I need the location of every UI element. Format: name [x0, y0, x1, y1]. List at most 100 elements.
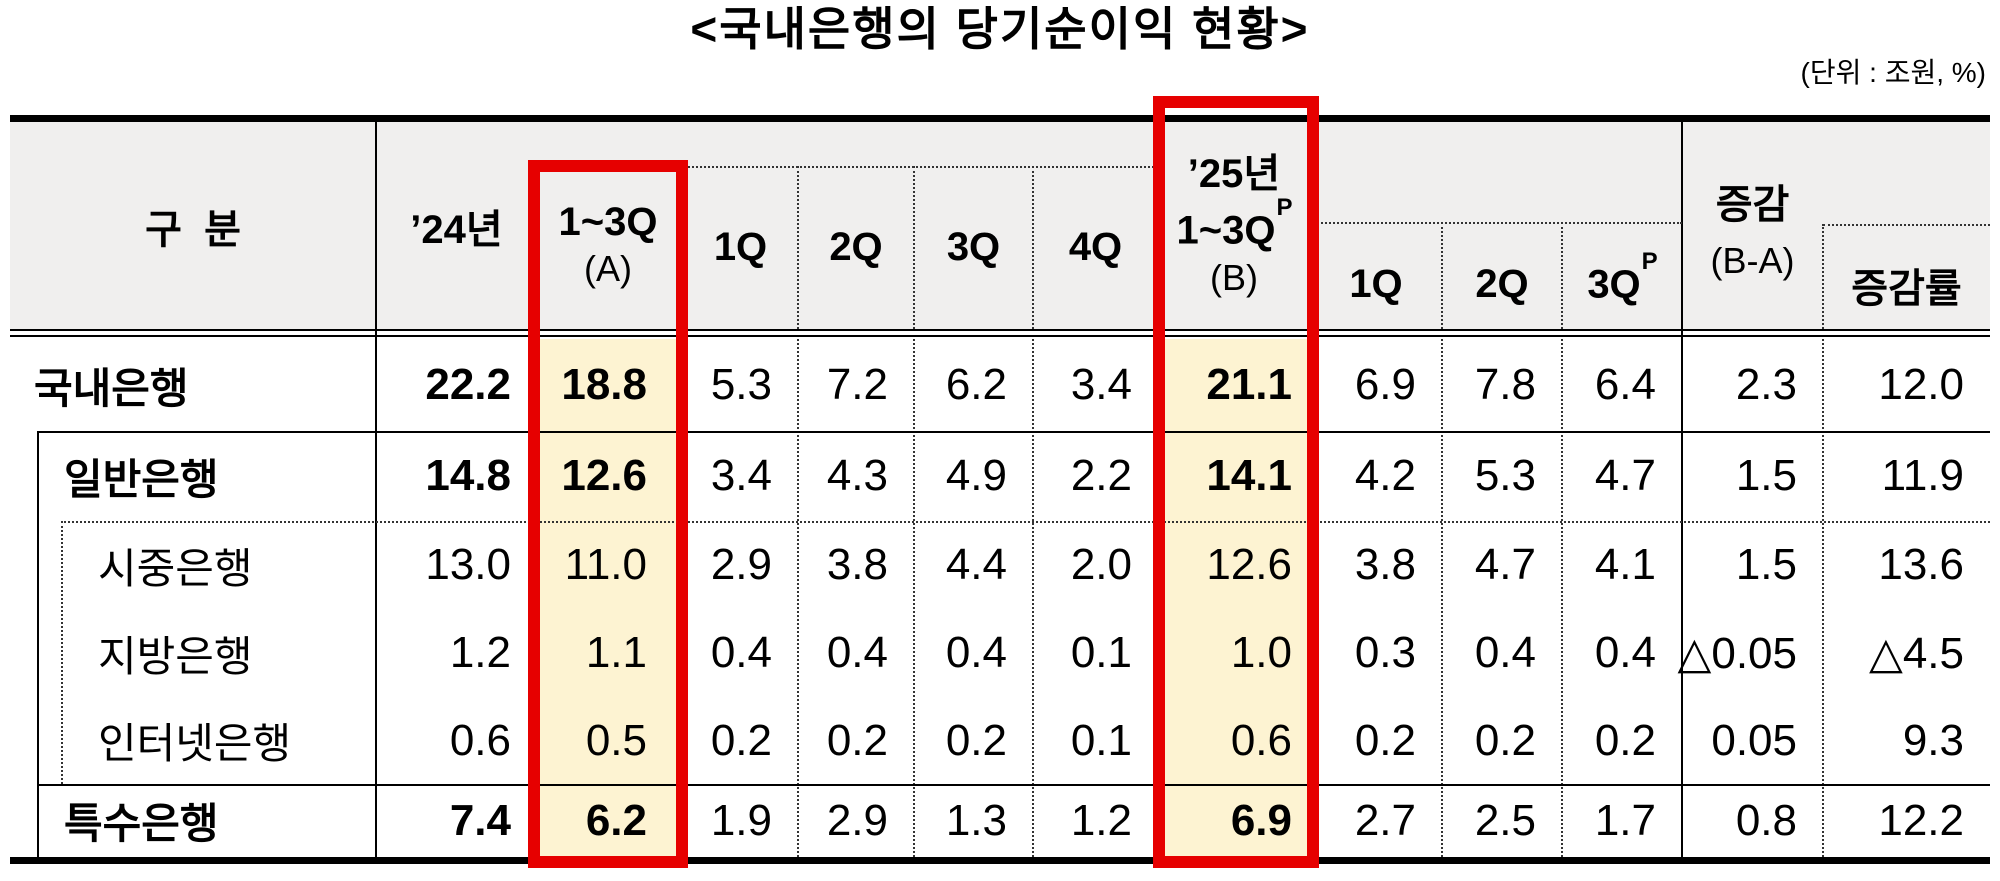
value-cell: 13.0 [425, 540, 511, 589]
row-label: 일반은행 [64, 455, 219, 503]
value-cell: 3.8 [826, 540, 888, 589]
dotted-h [1310, 222, 1682, 224]
header-q24-4q-label: 4Q [1068, 225, 1123, 269]
value-cell: 12.2 [1878, 795, 1964, 845]
header-delta-rate: 증감률 [1823, 224, 1990, 329]
header-q24-4q: 4Q [1033, 166, 1158, 329]
value-cell: 3.4 [710, 451, 772, 500]
value-cell: 0.6 [1230, 715, 1292, 765]
value-cell: 1.1 [585, 628, 647, 677]
dotted-v [1561, 222, 1563, 329]
dotted-v [797, 339, 799, 857]
dotted-v [1561, 339, 1563, 857]
dotted-v [913, 339, 915, 857]
header-q25-2q: 2Q [1442, 222, 1562, 329]
header-q24-3q: 3Q [914, 166, 1033, 329]
value-cell: 6.2 [945, 360, 1007, 409]
header-delta-label: 증감 [1715, 182, 1790, 227]
separator-category [375, 122, 377, 857]
group-border-left [37, 431, 39, 857]
dotted-h [1823, 224, 1990, 226]
value-cell: 0.2 [1594, 715, 1656, 765]
header-double-line-2 [10, 335, 1990, 337]
subgroup-border-top [61, 521, 1990, 523]
value-cell: 3.4 [1070, 360, 1132, 409]
value-cell: 6.9 [1354, 360, 1416, 409]
dotted-v [1441, 339, 1443, 857]
value-cell: 4.3 [826, 451, 888, 500]
value-cell: 12.0 [1878, 360, 1964, 409]
value-cell: 7.8 [1474, 360, 1536, 409]
dotted-v [1822, 339, 1824, 857]
dotted-v [797, 166, 799, 329]
value-cell: 7.4 [449, 795, 511, 845]
value-cell: 5.3 [710, 360, 772, 409]
value-cell: 4.2 [1354, 451, 1416, 500]
value-cell: 0.1 [1070, 715, 1132, 765]
value-cell: 6.9 [1230, 795, 1292, 845]
value-cell: 2.9 [826, 795, 888, 845]
header-col-a: 1~3Q (A) [540, 160, 676, 329]
value-cell: 1.3 [945, 795, 1007, 845]
value-cell: 0.2 [826, 715, 888, 765]
value-cell: 6.4 [1594, 360, 1656, 409]
emphasis-box-b [1153, 96, 1319, 868]
value-cell: 1.2 [449, 628, 511, 677]
table-top-border [10, 115, 1990, 122]
value-cell: 11.9 [1881, 451, 1964, 500]
value-cell: 0.1 [1070, 628, 1132, 677]
header-col-b-range: 1~3QP [1176, 194, 1293, 253]
value-cell: 1.7 [1594, 795, 1656, 845]
value-cell: 0.6 [449, 715, 511, 765]
value-cell: 4.4 [945, 540, 1007, 589]
dotted-v [1032, 166, 1034, 329]
value-cell: 0.2 [710, 715, 772, 765]
value-cell: △4.5 [1868, 628, 1964, 678]
header-category: 구 분 [10, 122, 376, 329]
header-col-b-year: ’25년 [1187, 152, 1281, 197]
value-cell: 11.0 [564, 540, 647, 589]
value-cell: 1.9 [710, 795, 772, 845]
separator-delta [1681, 122, 1683, 857]
table-header-background [10, 122, 1990, 329]
group-border-special [37, 784, 1990, 786]
header-q25-2q-label: 2Q [1475, 262, 1529, 306]
page-title: <국내은행의 당기순이익 현황> [690, 3, 1310, 55]
value-cell: 0.8 [1735, 795, 1797, 845]
value-cell: 9.3 [1902, 715, 1964, 765]
value-cell: 2.7 [1354, 795, 1416, 845]
value-cell: 14.1 [1206, 451, 1292, 500]
value-cell: 7.2 [826, 360, 888, 409]
header-q24-3q-label: 3Q [946, 225, 1001, 269]
value-cell: 0.5 [585, 715, 647, 765]
value-cell: 3.8 [1354, 540, 1416, 589]
dotted-v [1032, 339, 1034, 857]
value-cell: 12.6 [1206, 540, 1292, 589]
value-cell: 12.6 [561, 451, 647, 500]
value-cell: 0.4 [826, 628, 888, 677]
value-cell: 22.2 [425, 360, 511, 409]
value-cell: 6.2 [585, 795, 647, 845]
header-col-b: ’25년 1~3QP (B) [1158, 122, 1310, 329]
row-label: 지방은행 [98, 632, 253, 680]
highlight-column-a [540, 339, 676, 857]
header-q24-1q: 1Q [683, 166, 798, 329]
value-cell: 0.4 [1594, 628, 1656, 677]
value-cell: 1.5 [1735, 451, 1797, 500]
value-cell: 4.9 [945, 451, 1007, 500]
value-cell: 14.8 [425, 451, 511, 500]
header-double-line-1 [10, 329, 1990, 331]
row-label: 시중은행 [98, 544, 253, 592]
value-cell: 1.0 [1230, 628, 1292, 677]
value-cell: 1.2 [1070, 795, 1132, 845]
row-label: 국내은행 [34, 364, 189, 412]
header-y24-label: ’24년 [410, 207, 503, 252]
dotted-v [913, 166, 915, 329]
value-cell: 5.3 [1474, 451, 1536, 500]
value-cell: 0.2 [1474, 715, 1536, 765]
value-cell: 2.3 [1735, 360, 1797, 409]
highlight-column-b [1165, 339, 1307, 857]
preliminary-superscript: P [1276, 194, 1293, 222]
value-cell: △0.05 [1677, 628, 1797, 678]
value-cell: 2.5 [1474, 795, 1536, 845]
